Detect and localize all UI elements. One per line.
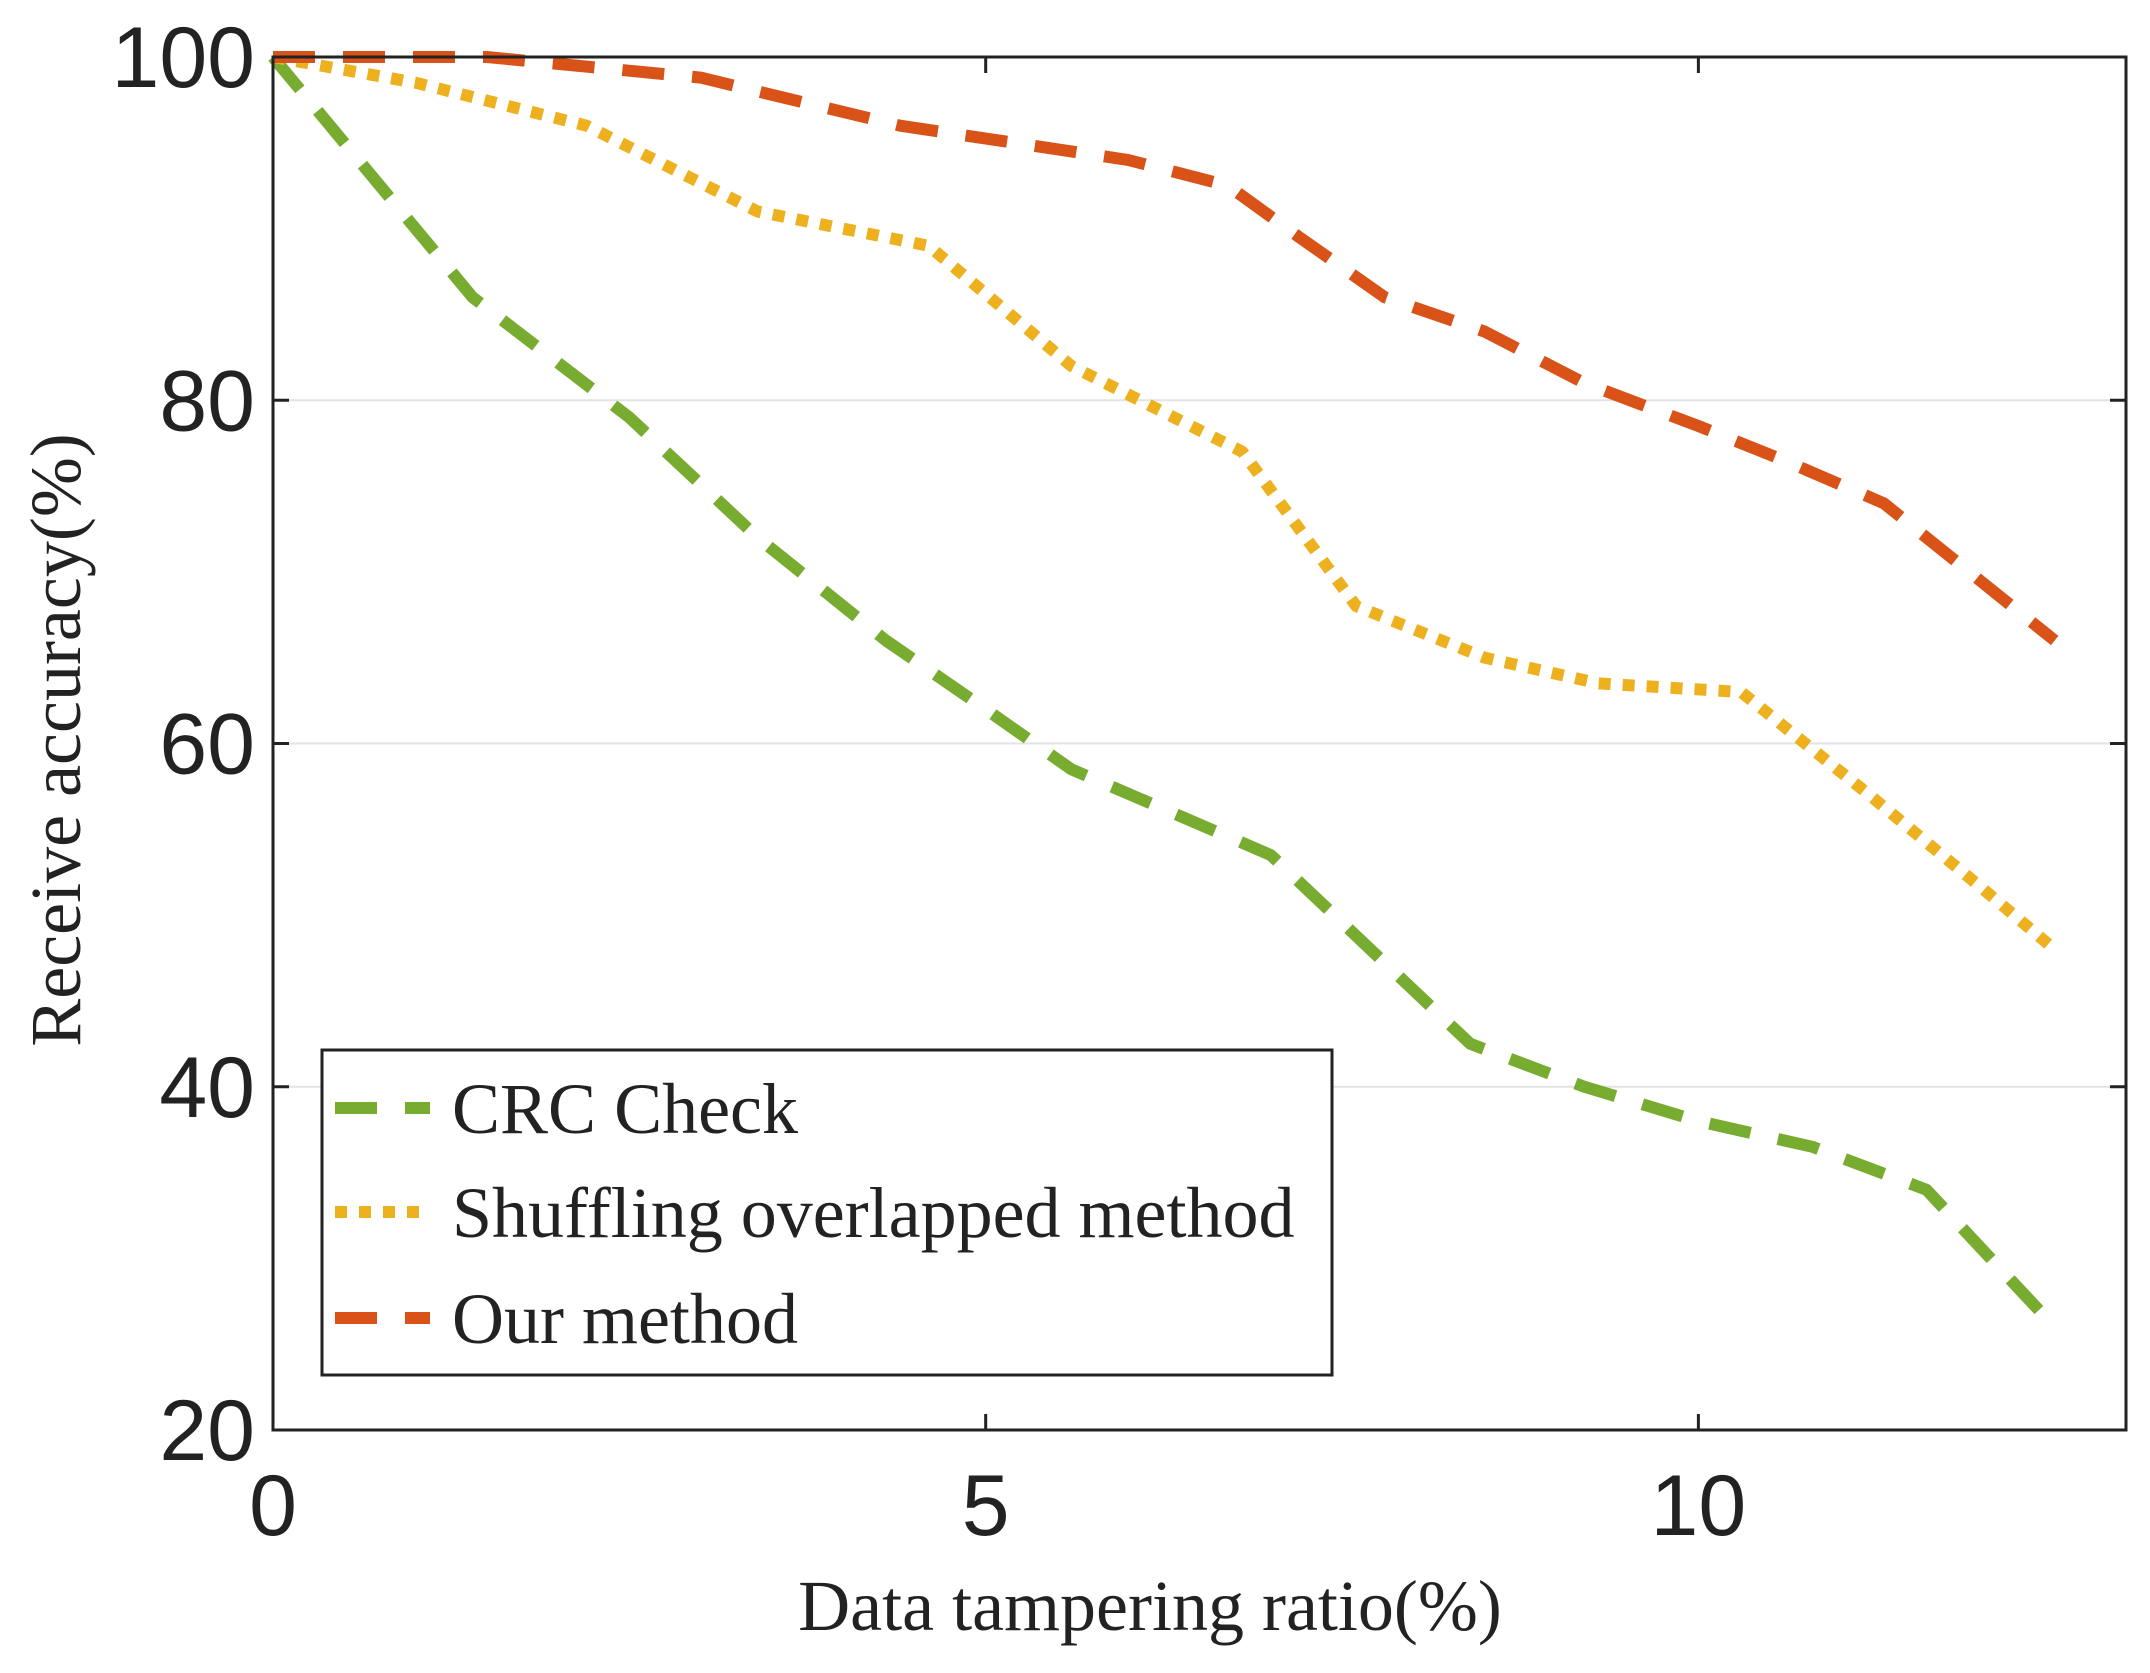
- y-tick-label-100: 100: [112, 10, 256, 106]
- y-tick-label-80: 80: [159, 353, 255, 449]
- series-lines: [268, 51, 2060, 1332]
- legend-label-shuffling-overlapped-method: Shuffling overlapped method: [452, 1173, 1295, 1253]
- y-tick-label-60: 60: [159, 697, 255, 793]
- x-tick-label-10: 10: [1651, 1458, 1747, 1554]
- x-axis-label: Data tampering ratio(%): [798, 1566, 1502, 1646]
- y-tick-label-20: 20: [159, 1383, 255, 1479]
- x-tick-label-0: 0: [249, 1458, 297, 1554]
- legend-box: [320, 1048, 1334, 1377]
- x-tick-label-5: 5: [962, 1458, 1010, 1554]
- legend-label-crc-check: CRC Check: [452, 1069, 798, 1149]
- series-line-shuffling-overlapped-method: [271, 51, 2059, 955]
- legend: CRC Check Shuffling overlapped method Ou…: [320, 1048, 1334, 1377]
- y-axis-label: Receive accuracy(%): [16, 433, 96, 1047]
- series-line-crc-check: [268, 53, 2060, 1332]
- y-tick-label-40: 40: [159, 1040, 255, 1136]
- gridlines: [273, 399, 2126, 1088]
- axis-ticks: 20 40 60 80 100 0 5 10: [112, 10, 2126, 1554]
- legend-label-our-method: Our method: [452, 1279, 798, 1359]
- series-line-our-method: [273, 51, 2059, 646]
